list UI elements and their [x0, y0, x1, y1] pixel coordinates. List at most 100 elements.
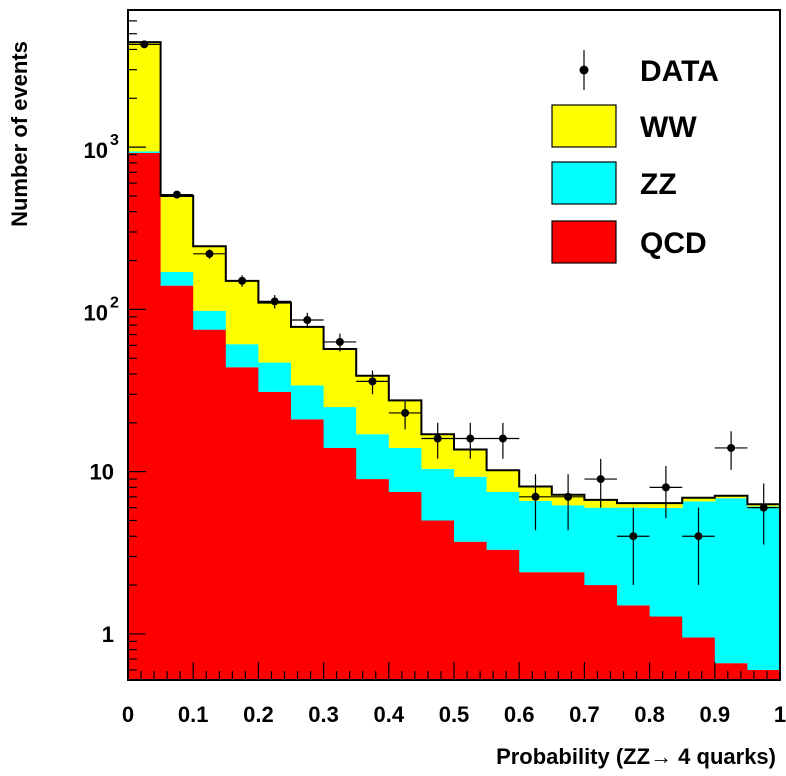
bar-qcd-17	[682, 637, 716, 680]
bar-qcd-8	[388, 491, 422, 680]
bar-qcd-3	[225, 367, 259, 680]
bar-qcd-9	[421, 520, 455, 680]
data-marker	[564, 492, 573, 501]
data-point-17	[682, 507, 715, 586]
legend-swatch-zz	[551, 161, 617, 205]
data-point-8	[388, 399, 422, 430]
bar-qcd-2	[193, 329, 227, 680]
bar-ww-0	[128, 42, 162, 152]
x-tick-label: 0.9	[700, 702, 731, 727]
bar-qcd-14	[584, 585, 618, 680]
data-points	[128, 40, 780, 586]
data-point-3	[225, 275, 259, 287]
data-point-5	[291, 312, 324, 329]
data-marker	[727, 443, 736, 452]
data-point-1	[160, 190, 194, 199]
x-tick-label: 0.3	[308, 702, 339, 727]
bar-qcd-19	[747, 669, 781, 680]
data-point-4	[258, 295, 291, 309]
bar-zz-8	[388, 447, 422, 492]
legend-swatch-qcd	[551, 220, 617, 264]
data-point-10	[454, 422, 487, 459]
bar-qcd-5	[291, 419, 325, 680]
data-point-16	[649, 466, 683, 519]
data-marker	[205, 249, 214, 258]
bar-zz-7	[356, 434, 390, 480]
data-point-14	[584, 458, 617, 508]
x-tick-label: 1	[774, 702, 786, 727]
y-tick-exponent: 2	[110, 294, 119, 311]
bar-zz-2	[193, 310, 227, 330]
legend-label: WW	[640, 111, 697, 144]
bar-qcd-4	[258, 391, 292, 680]
data-marker	[466, 434, 475, 443]
data-point-19	[747, 483, 780, 545]
bar-qcd-1	[160, 285, 194, 680]
y-tick-label: 10	[90, 460, 114, 485]
data-marker	[270, 297, 279, 306]
bar-zz-3	[225, 344, 259, 368]
x-tick-label: 0.6	[504, 702, 535, 727]
x-tick-label: 0.1	[178, 702, 209, 727]
bar-zz-9	[421, 468, 455, 521]
legend-swatch-ww	[551, 104, 617, 148]
bar-ww-4	[258, 302, 292, 363]
x-tick-label: 0.2	[243, 702, 274, 727]
x-tick-label: 0.8	[634, 702, 665, 727]
bar-ww-3	[225, 280, 259, 345]
bar-qcd-10	[454, 541, 488, 680]
data-marker	[694, 532, 703, 541]
x-tick-label: 0.7	[569, 702, 600, 727]
legend-data-marker	[579, 65, 589, 75]
data-point-0	[128, 40, 161, 49]
bar-ww-6	[323, 349, 357, 408]
bar-qcd-7	[356, 479, 390, 680]
data-point-18	[714, 431, 748, 470]
data-marker	[629, 532, 638, 541]
bar-ww-18	[714, 495, 748, 499]
bar-zz-14	[584, 507, 618, 586]
bar-qcd-18	[714, 663, 748, 680]
data-marker	[238, 276, 247, 285]
bar-qcd-11	[486, 549, 520, 680]
data-point-7	[356, 370, 389, 395]
bar-qcd-16	[649, 616, 683, 680]
legend-label: DATA	[640, 55, 719, 88]
legend-item-qcd: QCD	[551, 220, 707, 264]
bar-ww-17	[682, 497, 716, 502]
data-point-15	[617, 507, 650, 586]
bar-zz-16	[649, 507, 683, 617]
x-tick-label: 0.4	[374, 702, 405, 727]
data-point-6	[323, 333, 357, 352]
data-marker	[596, 475, 605, 484]
data-marker	[661, 483, 670, 492]
bar-zz-10	[454, 476, 488, 542]
bar-ww-15	[617, 503, 651, 508]
data-point-9	[421, 422, 454, 459]
bar-ww-11	[486, 470, 520, 492]
legend-label: ZZ	[640, 168, 677, 201]
bar-qcd-0	[128, 153, 162, 680]
x-tick-label: 0.5	[439, 702, 470, 727]
data-marker	[759, 503, 768, 512]
bar-zz-18	[714, 498, 748, 664]
data-marker	[401, 408, 410, 417]
data-point-11	[486, 422, 520, 459]
legend: DATA WW ZZ QCD	[551, 50, 719, 264]
bar-qcd-6	[323, 447, 357, 680]
x-axis-title: Probability (ZZ→ 4 quarks)	[496, 744, 776, 769]
legend-item-zz: ZZ	[551, 161, 677, 205]
y-axis-title: Number of events	[7, 41, 32, 227]
bar-ww-1	[160, 195, 194, 272]
data-marker	[140, 40, 149, 49]
data-marker	[335, 337, 344, 346]
data-marker	[303, 316, 312, 325]
y-tick-label: 10	[84, 138, 108, 163]
bar-qcd-12	[519, 572, 553, 680]
bar-zz-5	[291, 385, 325, 420]
data-marker	[433, 434, 442, 443]
data-marker	[368, 377, 377, 386]
legend-item-data: DATA	[579, 50, 719, 90]
data-point-13	[551, 474, 585, 531]
